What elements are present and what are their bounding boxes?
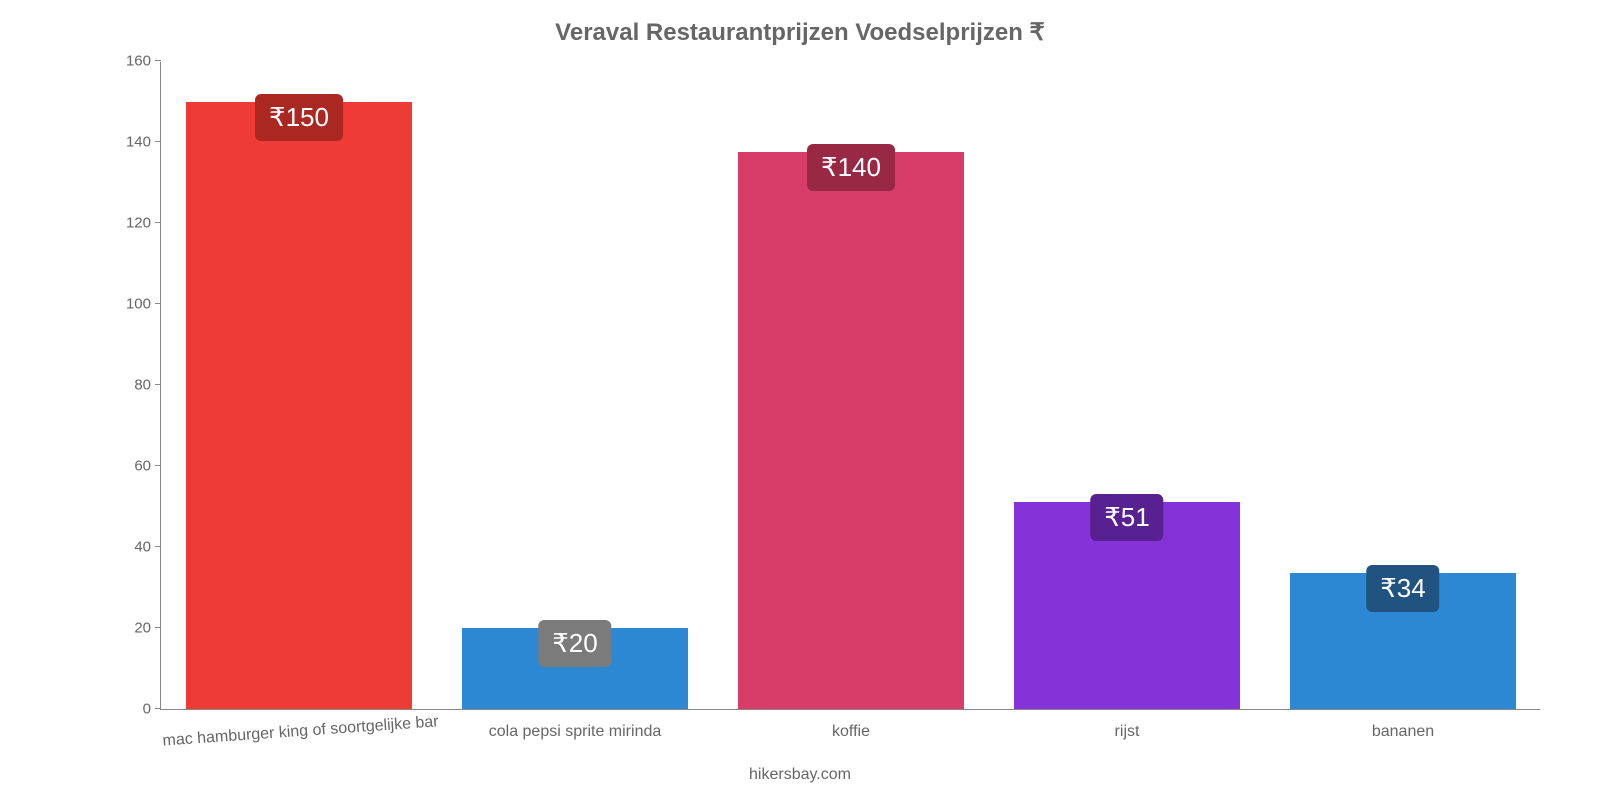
x-category-label: koffie	[832, 709, 870, 741]
y-tick-label: 140	[126, 134, 161, 151]
chart-title: Veraval Restaurantprijzen Voedselprijzen…	[0, 18, 1600, 47]
bar-value-badge: ₹34	[1366, 565, 1439, 612]
bar: ₹34	[1290, 573, 1516, 709]
bar-value-badge: ₹150	[255, 94, 343, 141]
price-bar-chart: Veraval Restaurantprijzen Voedselprijzen…	[0, 0, 1600, 800]
y-tick-label: 100	[126, 296, 161, 313]
bar: ₹20	[462, 628, 688, 709]
x-category-label: bananen	[1372, 709, 1434, 741]
y-tick-label: 0	[143, 701, 161, 718]
x-category-label: rijst	[1115, 709, 1140, 741]
y-tick-label: 20	[134, 620, 161, 637]
bar-value-badge: ₹20	[538, 620, 611, 667]
y-tick-mark	[155, 60, 161, 61]
y-tick-mark	[155, 384, 161, 385]
y-tick-mark	[155, 708, 161, 709]
y-tick-label: 160	[126, 53, 161, 70]
plot-area: 020406080100120140160₹150mac hamburger k…	[160, 62, 1540, 710]
y-tick-mark	[155, 546, 161, 547]
bar: ₹150	[186, 102, 412, 710]
y-tick-label: 40	[134, 539, 161, 556]
y-tick-label: 120	[126, 215, 161, 232]
bar: ₹140	[738, 152, 964, 709]
bar-value-badge: ₹140	[807, 144, 895, 191]
y-tick-label: 80	[134, 377, 161, 394]
bar: ₹51	[1014, 502, 1240, 709]
x-category-label: cola pepsi sprite mirinda	[489, 709, 662, 741]
y-tick-mark	[155, 465, 161, 466]
y-tick-mark	[155, 627, 161, 628]
y-tick-mark	[155, 303, 161, 304]
y-tick-mark	[155, 222, 161, 223]
bar-value-badge: ₹51	[1090, 494, 1163, 541]
y-tick-mark	[155, 141, 161, 142]
attribution-text: hikersbay.com	[0, 766, 1600, 784]
y-tick-label: 60	[134, 458, 161, 475]
